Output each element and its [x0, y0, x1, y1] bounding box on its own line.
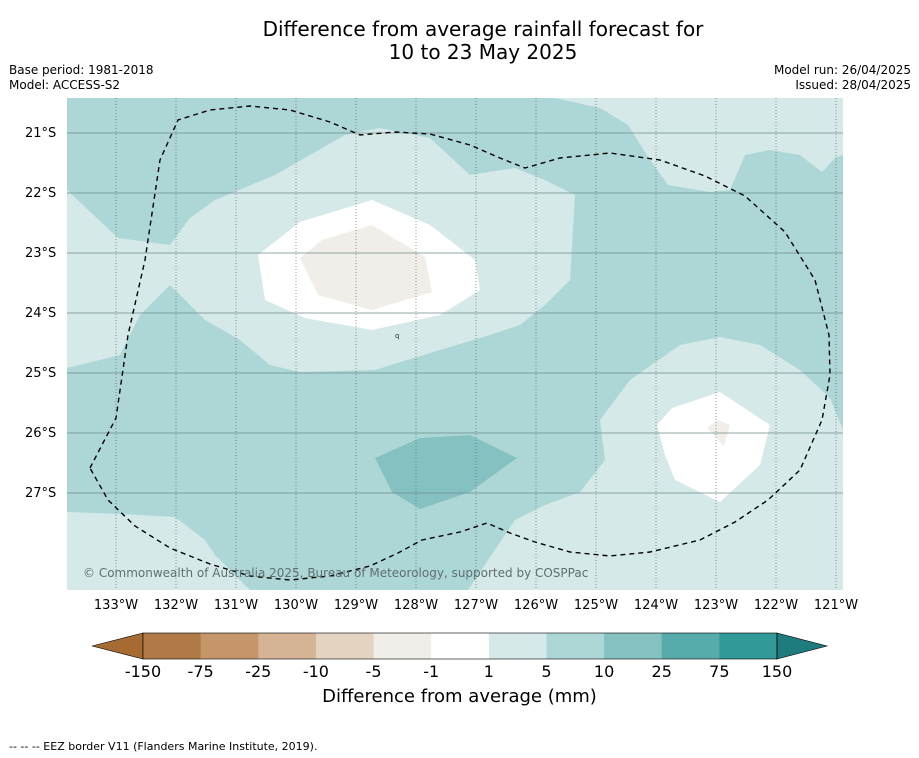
- colorbar-segment: [373, 633, 432, 659]
- colorbar-tick-label: 1: [483, 662, 494, 681]
- lat-label: 24°S: [25, 306, 57, 321]
- contour-neutral-right: [657, 392, 770, 502]
- contour-10-25: [375, 435, 517, 509]
- colorbar-extend-high: [776, 632, 829, 660]
- colorbar-segment: [604, 633, 663, 659]
- latitude-lines: [67, 132, 843, 494]
- graticule: [115, 98, 837, 590]
- contour-drier-center: [300, 225, 432, 310]
- lat-label: 25°S: [25, 366, 57, 381]
- lat-label: 23°S: [25, 246, 57, 261]
- lon-label: 127°W: [453, 598, 499, 613]
- colorbar-tick-label: 10: [593, 662, 615, 681]
- colorbar-segment: [315, 633, 375, 659]
- colorbar-segment: [143, 633, 202, 659]
- contour-fill: q: [67, 98, 843, 590]
- lon-label: 128°W: [393, 598, 439, 613]
- issued-text: Issued: 28/04/2025: [795, 78, 911, 92]
- lon-label: 130°W: [273, 598, 319, 613]
- lon-label: 123°W: [693, 598, 739, 613]
- colorbar-extend-low: [91, 632, 144, 660]
- eez-legend-note: -- -- -- EEZ border V11 (Flanders Marine…: [9, 740, 318, 753]
- title-line-1: Difference from average rainfall forecas…: [262, 17, 704, 41]
- lon-label: 132°W: [153, 598, 199, 613]
- colorbar-segment: [719, 633, 778, 659]
- colorbar-tick-label: 75: [709, 662, 730, 681]
- model-run-text: Model run: 26/04/2025: [773, 63, 911, 77]
- colorbar: [91, 632, 829, 660]
- colorbar-tick-label: -150: [124, 662, 162, 681]
- colorbar-tick-label: -10: [302, 662, 329, 681]
- colorbar-segment: [661, 633, 720, 659]
- colorbar-tick-label: -1: [423, 662, 440, 681]
- colorbar-tick-label: -25: [245, 662, 272, 681]
- metadata-left: Base period: 1981-2018 Model: ACCESS-S2: [9, 63, 154, 93]
- colorbar-tick-label: -75: [187, 662, 214, 681]
- lat-label: 26°S: [25, 426, 57, 441]
- colorbar-segment: [488, 633, 547, 659]
- contour-1-5-bottom-left: [67, 512, 250, 590]
- colorbar-tick-label: -5: [365, 662, 382, 681]
- colorbar-segment: [200, 633, 259, 659]
- lon-label: 129°W: [333, 598, 379, 613]
- contour-1-5-bottom-right: [468, 337, 843, 590]
- lat-label: 22°S: [25, 186, 57, 201]
- colorbar-segment: [546, 633, 605, 659]
- island-marker: q: [395, 332, 399, 340]
- colorbar-tick-label: 150: [761, 662, 793, 681]
- colorbar-segment: [431, 633, 490, 659]
- base-period-text: Base period: 1981-2018: [9, 63, 154, 77]
- colorbar-segment: [258, 633, 317, 659]
- copyright-notice: © Commonwealth of Australia 2025, Bureau…: [83, 566, 589, 580]
- lon-label: 121°W: [813, 598, 859, 613]
- colorbar-tick-label: 5: [541, 662, 552, 681]
- colorbar-outline: [142, 632, 778, 660]
- lon-label: 131°W: [213, 598, 259, 613]
- contour-1-5-top-right: [525, 98, 843, 192]
- colorbar-tick-label: 25: [651, 662, 672, 681]
- eez-border: [89, 105, 831, 581]
- lon-label: 133°W: [93, 598, 139, 613]
- lat-label: 27°S: [25, 486, 57, 501]
- lon-label: 126°W: [513, 598, 559, 613]
- map-title: Difference from average rainfall forecas…: [0, 18, 919, 64]
- model-text: Model: ACCESS-S2: [9, 78, 121, 92]
- lon-label: 125°W: [573, 598, 619, 613]
- lon-label: 122°W: [753, 598, 799, 613]
- metadata-right: Model run: 26/04/2025 Issued: 28/04/2025: [774, 63, 911, 93]
- lat-label: 21°S: [25, 126, 57, 141]
- colorbar-title: Difference from average (mm): [322, 686, 597, 707]
- lon-label: 124°W: [633, 598, 679, 613]
- title-line-2: 10 to 23 May 2025: [388, 40, 578, 64]
